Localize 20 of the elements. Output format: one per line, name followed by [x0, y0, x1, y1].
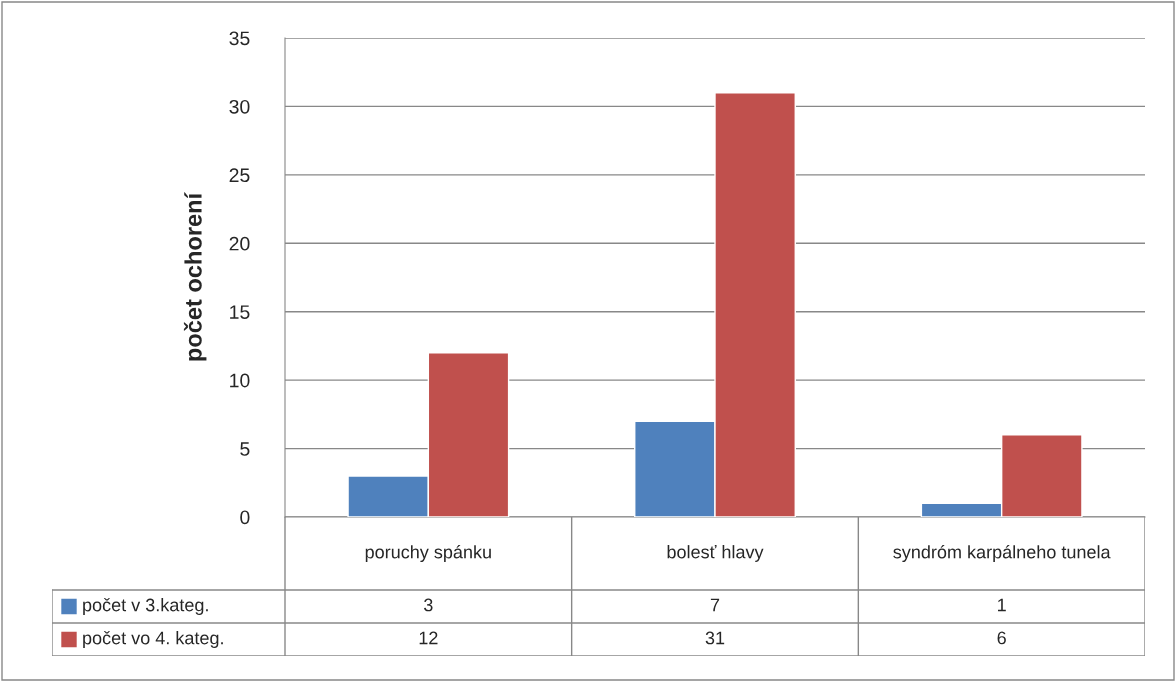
data-label: 1: [998, 598, 1006, 612]
y-tick-label: 25: [229, 168, 250, 183]
y-tick-label: 20: [229, 236, 250, 251]
y-tick-label: 15: [230, 305, 250, 319]
y-axis-title: počet ochorení: [183, 192, 207, 361]
y-tick-label: 5: [240, 442, 250, 456]
data-label: 12: [419, 631, 438, 645]
y-tick-label: 0: [240, 510, 250, 525]
x-tick-label: poruchy spánku: [365, 544, 491, 563]
x-tick-label: syndróm karpálneho tunela: [893, 544, 1111, 563]
legend-label: počet v 3.kateg.: [83, 598, 208, 615]
y-tick-label: 10: [230, 373, 250, 388]
data-label: 31: [705, 631, 725, 645]
data-label: 3: [424, 598, 433, 612]
legend-label: počet vo 4. kateg.: [83, 631, 223, 648]
y-tick-label: 35: [229, 31, 250, 46]
data-label: 7: [710, 598, 720, 612]
data-label: 6: [997, 631, 1006, 645]
y-tick-label: 30: [229, 99, 250, 114]
x-tick-label: bolesť hlavy: [667, 545, 764, 562]
